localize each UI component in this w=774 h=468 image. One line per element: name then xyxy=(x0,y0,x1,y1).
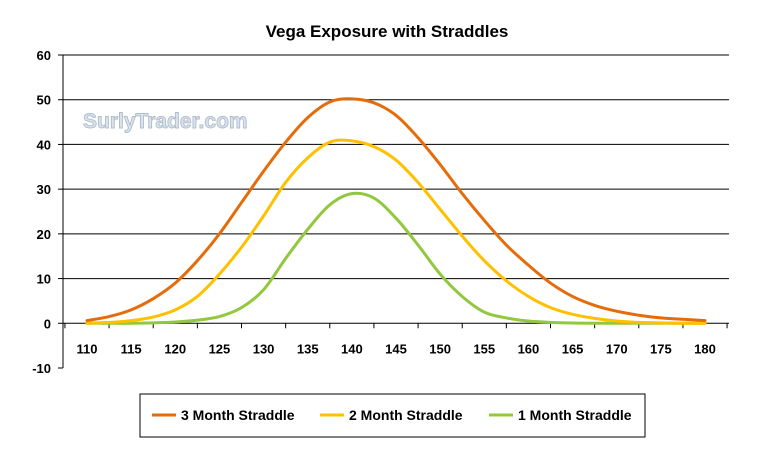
legend-label-1: 3 Month Straddle xyxy=(181,407,295,423)
chart-title: Vega Exposure with Straddles xyxy=(266,22,509,41)
x-tick-label: 170 xyxy=(606,341,628,356)
x-tick-label: 125 xyxy=(209,341,231,356)
y-tick-label: 40 xyxy=(37,137,51,152)
y-tick-label: 60 xyxy=(37,48,51,63)
x-tick-label: 155 xyxy=(473,341,495,356)
x-tick-label: 165 xyxy=(562,341,584,356)
x-tick-label: 140 xyxy=(341,341,363,356)
legend-label-3: 1 Month Straddle xyxy=(518,407,632,423)
y-tick-label: -10 xyxy=(32,361,51,376)
x-tick-label: 180 xyxy=(694,341,716,356)
x-tick-label: 145 xyxy=(385,341,407,356)
y-tick-label: 50 xyxy=(37,93,51,108)
y-tick-label: 30 xyxy=(37,182,51,197)
y-tick-label: 10 xyxy=(37,272,51,287)
watermark: SurlyTrader.com xyxy=(83,110,248,133)
legend-label-2: 2 Month Straddle xyxy=(349,407,463,423)
grid-layer xyxy=(63,54,729,280)
x-tick-label: 120 xyxy=(164,341,186,356)
x-tick-label: 110 xyxy=(77,341,98,356)
x-tick-label: 150 xyxy=(429,341,451,356)
y-tick-label: 20 xyxy=(37,227,51,242)
series-line-2 xyxy=(85,138,707,325)
x-tick-label: 175 xyxy=(650,341,672,356)
series-layer xyxy=(85,97,707,325)
series-line-3 xyxy=(85,191,707,325)
x-tick-label: 135 xyxy=(297,341,319,356)
x-tick-label: 130 xyxy=(253,341,275,356)
series-line-1 xyxy=(85,97,707,323)
x-tick-label: 115 xyxy=(121,341,142,356)
x-tick-label: 160 xyxy=(518,341,540,356)
legend: 3 Month Straddle 2 Month Straddle 1 Month … xyxy=(139,393,646,438)
legend-box xyxy=(139,393,646,438)
y-tick-label: 0 xyxy=(44,316,51,331)
tick-labels: -10 0 10 20 30 40 50 60 110 115 120 125 130 135 140 145… xyxy=(32,48,716,376)
